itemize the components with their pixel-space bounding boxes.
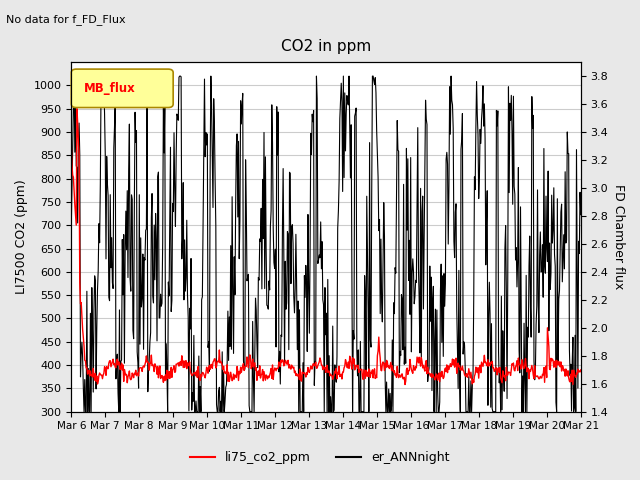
Y-axis label: FD Chamber flux: FD Chamber flux <box>612 184 625 289</box>
Title: CO2 in ppm: CO2 in ppm <box>281 39 371 54</box>
FancyBboxPatch shape <box>71 69 173 108</box>
Y-axis label: LI7500 CO2 (ppm): LI7500 CO2 (ppm) <box>15 180 28 294</box>
Legend: li75_co2_ppm, er_ANNnight: li75_co2_ppm, er_ANNnight <box>186 446 454 469</box>
Text: No data for f_FD_Flux: No data for f_FD_Flux <box>6 14 126 25</box>
Text: MB_flux: MB_flux <box>84 82 136 95</box>
